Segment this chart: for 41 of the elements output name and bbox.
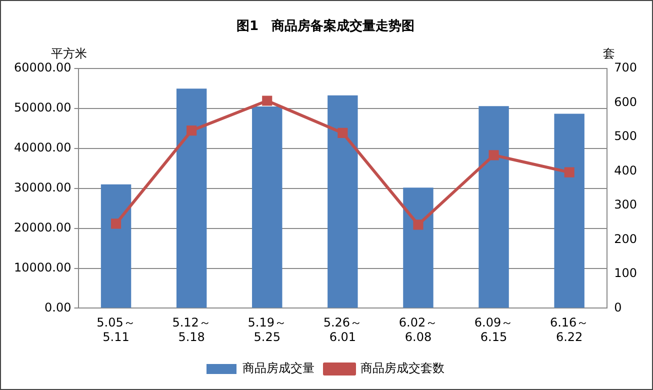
y-tick-label: 0.00 bbox=[44, 300, 72, 314]
y2-tick-label: 400 bbox=[614, 163, 637, 178]
point bbox=[186, 126, 197, 136]
bar bbox=[100, 184, 132, 308]
chart-title: 图1 商品房备案成交量走势图 bbox=[236, 18, 415, 34]
x-tick-label: 5.26～6.01 bbox=[323, 316, 362, 344]
bar bbox=[176, 88, 207, 308]
point bbox=[262, 96, 272, 106]
x-tick-label: 5.05～5.11 bbox=[96, 316, 136, 344]
y-tick-label: 50000.00 bbox=[14, 100, 72, 115]
point bbox=[338, 128, 348, 138]
x-tick-label: 6.09～6.15 bbox=[474, 316, 514, 344]
y2-tick-label: 0 bbox=[614, 300, 622, 314]
x-tick-label: 5.19～5.25 bbox=[248, 316, 286, 344]
y2-tick-label: 700 bbox=[614, 60, 637, 75]
y2-tick-label: 300 bbox=[614, 198, 637, 212]
point bbox=[488, 150, 499, 160]
y-tick-label: 40000.00 bbox=[14, 140, 72, 155]
y-tick-label: 10000.00 bbox=[14, 260, 72, 274]
legend-label: 商品房成交套数 bbox=[360, 361, 444, 376]
x-tick-label: 6.16～6.22 bbox=[550, 316, 589, 344]
y-axis-title: 平方米 bbox=[51, 46, 87, 61]
y-tick-label: 20000.00 bbox=[14, 220, 72, 234]
legend-label: 商品房成交量 bbox=[242, 361, 314, 376]
y2-tick-label: 600 bbox=[614, 94, 637, 109]
y2-tick-label: 200 bbox=[614, 232, 637, 246]
y2-tick-label: 100 bbox=[614, 266, 637, 280]
bar bbox=[478, 106, 509, 308]
bar bbox=[403, 188, 434, 308]
point bbox=[110, 218, 122, 229]
y-tick-label: 30000.00 bbox=[14, 180, 72, 195]
y-tick-label: 60000.00 bbox=[14, 60, 72, 75]
bar bbox=[252, 106, 282, 308]
bar bbox=[328, 95, 358, 308]
y2-axis-title: 套 bbox=[603, 46, 616, 61]
bar bbox=[554, 114, 584, 308]
point bbox=[413, 220, 424, 230]
y2-tick-label: 500 bbox=[614, 129, 637, 144]
x-tick-label: 6.02～6.08 bbox=[398, 316, 438, 344]
x-tick-label: 5.12～5.18 bbox=[172, 316, 211, 344]
point bbox=[564, 167, 574, 178]
